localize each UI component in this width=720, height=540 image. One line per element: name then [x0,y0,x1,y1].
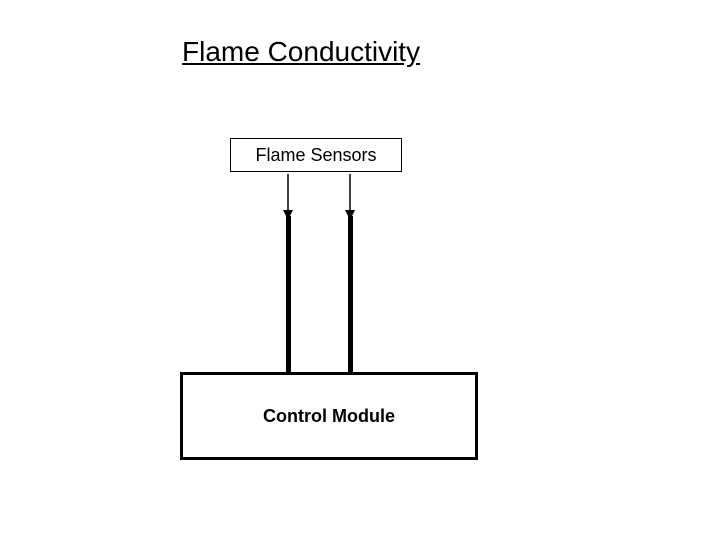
flame-sensors-label: Flame Sensors [255,145,376,166]
flame-sensors-box: Flame Sensors [230,138,402,172]
sensor-rod-left [286,216,291,374]
sensor-rod-right [348,216,353,374]
control-module-box: Control Module [180,372,478,460]
arrow-left [278,174,298,220]
arrow-right [340,174,360,220]
diagram-title: Flame Conductivity [182,36,420,68]
control-module-label: Control Module [263,406,395,427]
